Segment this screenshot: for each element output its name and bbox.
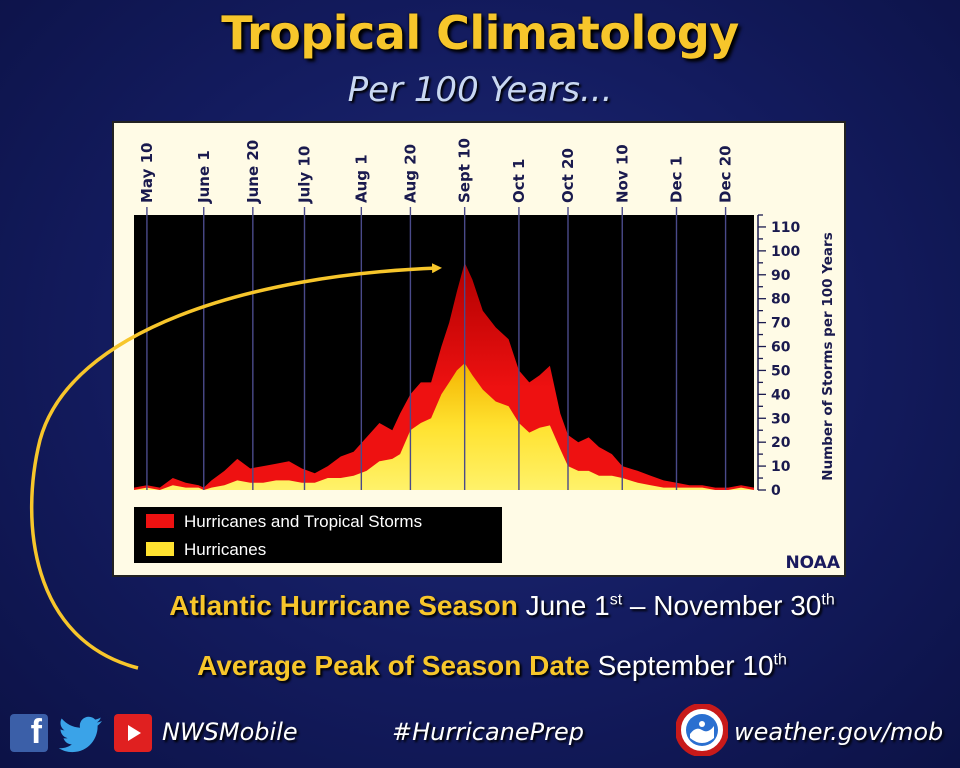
y-tick-label: 50	[771, 363, 791, 379]
y-tick-label: 90	[771, 268, 791, 284]
hashtag[interactable]: #HurricanePrep	[392, 718, 584, 746]
x-tick-label: July 10	[296, 146, 314, 204]
y-tick-label: 60	[771, 340, 791, 356]
social-handle[interactable]: NWSMobile	[162, 718, 298, 746]
x-tick-label: Dec 1	[668, 156, 686, 203]
y-tick-label: 40	[771, 387, 791, 403]
x-tick-label: Aug 1	[352, 154, 370, 203]
facebook-icon[interactable]: f	[10, 713, 48, 752]
website-link[interactable]: weather.gov/mob	[734, 718, 944, 746]
nws-logo-icon	[676, 704, 728, 756]
season-end: November 30	[653, 590, 822, 621]
season-start-suffix: st	[609, 591, 623, 609]
y-tick-label: 0	[771, 483, 781, 499]
x-tick-label: Oct 20	[559, 148, 577, 203]
season-end-suffix: th	[821, 591, 835, 609]
series-area-hurricanes	[134, 363, 754, 490]
season-line: Atlantic Hurricane Season June 1st – Nov…	[22, 590, 960, 622]
y-tick-label: 70	[771, 316, 791, 332]
footer: f NWSMobile #HurricanePrep weather.gov/m…	[0, 704, 960, 756]
climatology-chart: May 10 June 1 June 20 July 10 Aug 1 Aug 20 Sep…	[134, 138, 836, 563]
page-subtitle: Per 100 Years...	[347, 70, 613, 110]
y-tick-label: 10	[771, 459, 791, 475]
y-tick-label: 110	[771, 220, 800, 236]
legend-label: Hurricanes and Tropical Storms	[184, 512, 422, 531]
y-tick-label: 30	[771, 411, 791, 427]
x-tick-label: Aug 20	[401, 144, 419, 203]
twitter-icon[interactable]	[58, 716, 104, 754]
season-start: June 1	[525, 590, 610, 621]
y-tick-label: 80	[771, 292, 791, 308]
chart-panel: May 10 June 1 June 20 July 10 Aug 1 Aug 20 Sep…	[112, 121, 846, 577]
legend-swatch	[146, 542, 174, 556]
y-tick-label: 100	[771, 244, 800, 260]
series-area-tropical-storms	[134, 262, 754, 490]
x-tick-label: Oct 1	[510, 159, 528, 203]
x-tick-label: May 10	[138, 143, 156, 203]
x-tick-label: June 20	[244, 140, 262, 204]
legend-label: Hurricanes	[184, 540, 266, 559]
chart-source-label: NOAA	[785, 553, 840, 573]
page-title: Tropical Climatology	[221, 6, 739, 60]
season-label: Atlantic Hurricane Season	[169, 590, 518, 621]
season-dash: –	[622, 590, 654, 621]
x-tick-label: Dec 20	[717, 145, 735, 203]
peak-line: Average Peak of Season Date September 10…	[12, 650, 960, 682]
x-tick-label: Nov 10	[613, 144, 631, 203]
x-tick-label: June 1	[195, 150, 213, 204]
peak-date-suffix: th	[773, 651, 787, 669]
x-tick-label: Sept 10	[456, 138, 474, 203]
y-tick-label: 20	[771, 435, 791, 451]
peak-date: September 10	[597, 650, 774, 681]
youtube-icon[interactable]	[114, 714, 152, 752]
y-axis-label: Number of Storms per 100 Years	[820, 232, 836, 480]
legend-swatch	[146, 514, 174, 528]
peak-label: Average Peak of Season Date	[197, 650, 590, 681]
